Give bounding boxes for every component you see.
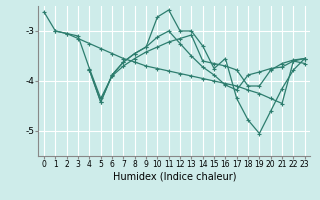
X-axis label: Humidex (Indice chaleur): Humidex (Indice chaleur) [113,172,236,182]
